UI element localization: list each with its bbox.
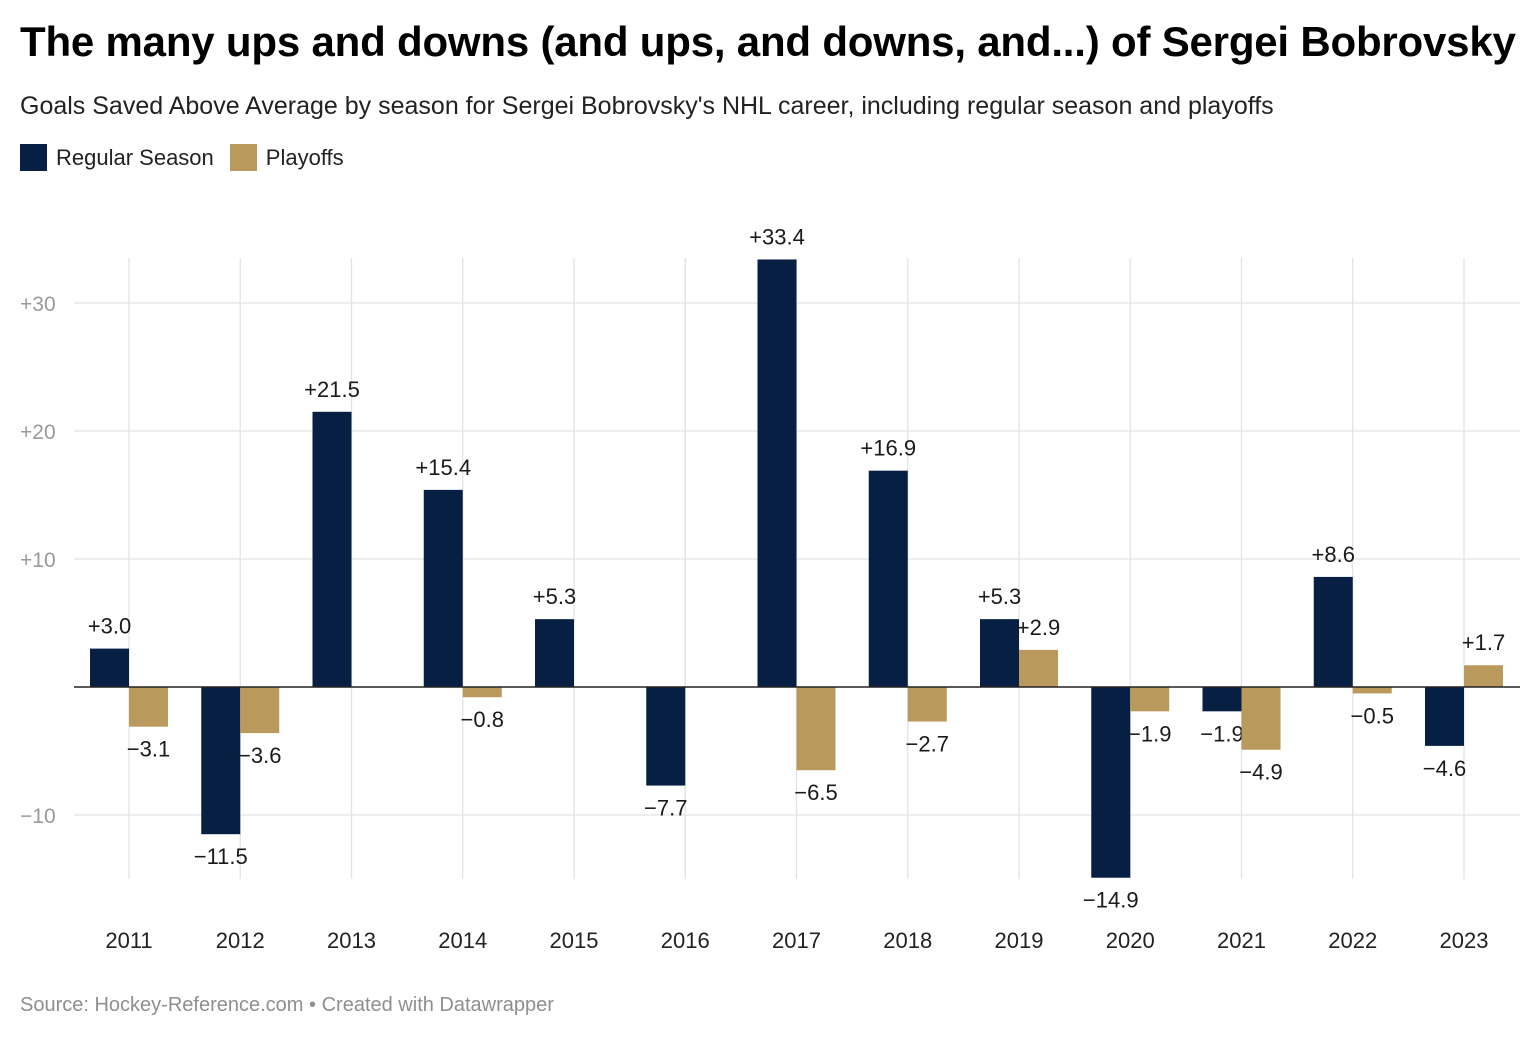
legend-label-playoffs: Playoffs bbox=[265, 144, 344, 170]
data-label-playoffs: −3.1 bbox=[127, 737, 170, 762]
bar-regular-season bbox=[90, 648, 129, 687]
bar-playoffs bbox=[240, 687, 280, 734]
x-tick-label: 2014 bbox=[438, 928, 487, 953]
x-tick-label: 2017 bbox=[772, 928, 821, 953]
x-tick-label: 2023 bbox=[1440, 928, 1489, 953]
data-label-regular-season: −1.9 bbox=[1200, 721, 1243, 746]
x-tick-label: 2013 bbox=[327, 928, 376, 953]
bar-regular-season bbox=[1425, 687, 1464, 746]
data-label-playoffs: −2.7 bbox=[906, 732, 949, 757]
footer-separator: • bbox=[309, 994, 317, 1016]
bar-regular-season bbox=[868, 470, 908, 687]
bar-playoffs bbox=[1352, 687, 1392, 694]
bar-regular-season bbox=[535, 619, 574, 687]
bar-playoffs bbox=[907, 687, 947, 722]
legend-label-regular-season: Regular Season bbox=[56, 144, 214, 170]
bar-playoffs bbox=[1464, 665, 1503, 687]
data-label-playoffs: −3.6 bbox=[238, 743, 281, 768]
data-label-playoffs: −0.5 bbox=[1351, 703, 1394, 728]
data-label-regular-season: +21.5 bbox=[304, 377, 360, 402]
data-label-regular-season: +33.4 bbox=[749, 224, 805, 249]
bar-regular-season bbox=[1202, 687, 1242, 712]
data-label-playoffs: −6.5 bbox=[794, 780, 837, 805]
x-tick-label: 2011 bbox=[105, 928, 152, 953]
chart-title: The many ups and downs (and ups, and dow… bbox=[20, 18, 1516, 65]
y-tick-label: +10 bbox=[20, 549, 56, 572]
bar-playoffs bbox=[1241, 687, 1281, 750]
data-label-regular-season: +15.4 bbox=[415, 455, 471, 480]
bar-regular-season bbox=[646, 687, 686, 786]
x-tick-label: 2016 bbox=[661, 928, 710, 953]
bar-playoffs bbox=[462, 687, 502, 698]
bar-regular-season bbox=[1091, 687, 1131, 878]
x-tick-label: 2012 bbox=[216, 928, 265, 953]
bar-playoffs bbox=[129, 687, 168, 727]
data-label-regular-season: +5.3 bbox=[978, 584, 1021, 609]
data-label-playoffs: +1.7 bbox=[1462, 630, 1505, 655]
legend-swatch-regular-season bbox=[20, 144, 47, 171]
chart-subtitle: Goals Saved Above Average by season for … bbox=[20, 92, 1274, 120]
data-label-regular-season: −11.5 bbox=[194, 844, 248, 869]
bar-regular-season bbox=[312, 411, 352, 687]
data-label-playoffs: −4.9 bbox=[1239, 760, 1282, 785]
legend-item-regular-season: Regular Season bbox=[20, 144, 214, 171]
data-label-playoffs: −1.9 bbox=[1128, 721, 1171, 746]
bar-playoffs bbox=[796, 687, 836, 771]
data-label-regular-season: −7.7 bbox=[644, 796, 687, 821]
bar-regular-season bbox=[980, 619, 1019, 687]
data-label-regular-season: −4.6 bbox=[1423, 756, 1466, 781]
y-tick-label: −10 bbox=[20, 805, 56, 828]
data-label-regular-season: +8.6 bbox=[1312, 542, 1355, 567]
y-tick-label: +20 bbox=[20, 421, 56, 444]
bar-playoffs bbox=[1019, 649, 1058, 687]
y-tick-label: +30 bbox=[20, 293, 56, 316]
x-tick-label: 2021 bbox=[1217, 928, 1266, 953]
bar-regular-season bbox=[757, 259, 797, 687]
legend: Regular Season Playoffs bbox=[20, 144, 344, 171]
x-tick-label: 2018 bbox=[883, 928, 932, 953]
x-tick-label: 2020 bbox=[1106, 928, 1155, 953]
data-label-regular-season: −14.9 bbox=[1083, 888, 1139, 913]
footer: Source: Hockey-Reference.com • Created w… bbox=[20, 994, 554, 1017]
data-label-playoffs: −0.8 bbox=[461, 707, 504, 732]
data-label-regular-season: +5.3 bbox=[533, 584, 576, 609]
bar-regular-season bbox=[201, 687, 241, 835]
bar-playoffs bbox=[1130, 687, 1170, 712]
data-label-regular-season: +16.9 bbox=[860, 436, 916, 461]
data-label-playoffs: +2.9 bbox=[1017, 615, 1060, 640]
x-tick-label: 2022 bbox=[1328, 928, 1377, 953]
source-note: Source: Hockey-Reference.com bbox=[20, 994, 304, 1016]
x-tick-label: 2019 bbox=[995, 928, 1044, 953]
bar-regular-season bbox=[1313, 576, 1353, 687]
legend-swatch-playoffs bbox=[229, 144, 257, 171]
bar-regular-season bbox=[423, 489, 463, 687]
legend-item-playoffs: Playoffs bbox=[229, 144, 344, 171]
x-tick-label: 2015 bbox=[550, 928, 599, 953]
credit-note: Created with Datawrapper bbox=[321, 994, 554, 1016]
data-label-regular-season: +3.0 bbox=[88, 614, 131, 639]
